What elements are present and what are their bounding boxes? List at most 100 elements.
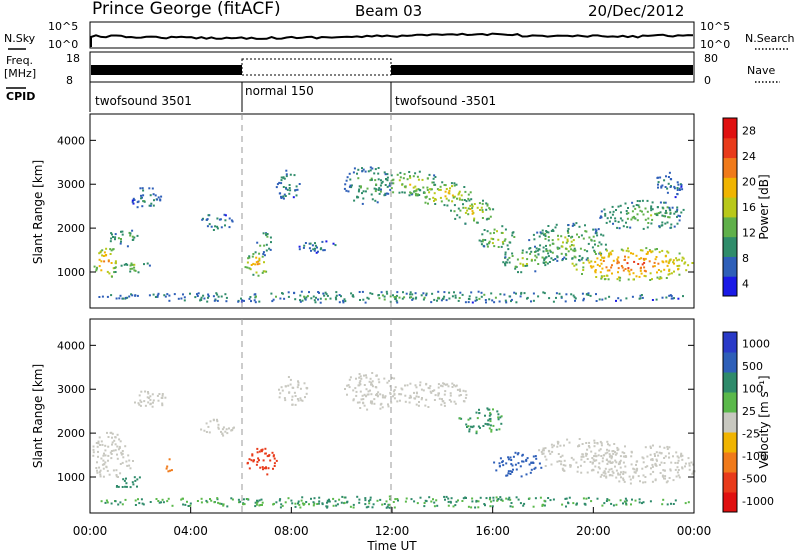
data-cell [662, 498, 665, 501]
data-cell [131, 235, 134, 238]
data-cell [217, 423, 220, 426]
data-cell [433, 389, 436, 392]
data-cell [152, 293, 155, 296]
data-cell [491, 299, 494, 302]
data-cell [543, 499, 546, 502]
data-cell [525, 473, 528, 476]
data-cell [617, 297, 620, 300]
data-cell [448, 399, 451, 401]
data-cell [205, 431, 208, 433]
data-cell [371, 383, 374, 386]
data-cell [451, 200, 454, 203]
data-cell [475, 411, 478, 414]
data-cell [441, 297, 444, 300]
data-cell [564, 247, 567, 250]
data-cell [222, 504, 225, 507]
data-cell [291, 398, 294, 401]
data-cell [642, 227, 645, 230]
colorbar-swatch [723, 137, 737, 159]
data-cell [296, 386, 299, 389]
data-cell [478, 412, 481, 414]
data-cell [597, 454, 600, 457]
data-cell [415, 194, 417, 197]
data-cell [627, 212, 630, 215]
data-cell [542, 449, 545, 452]
data-cell [600, 444, 603, 447]
data-cell [664, 222, 667, 225]
data-cell [401, 183, 404, 186]
data-cell [409, 394, 412, 397]
data-cell [669, 294, 672, 297]
data-cell [488, 418, 491, 421]
data-cell [232, 427, 235, 430]
data-cell [458, 197, 461, 200]
data-cell [471, 205, 474, 208]
data-cell [166, 500, 169, 503]
data-cell [641, 199, 644, 202]
data-cell [545, 244, 547, 247]
data-cell [257, 457, 260, 460]
data-cell [132, 483, 135, 486]
data-cell [252, 460, 255, 463]
data-cell [660, 186, 663, 189]
data-cell [260, 450, 263, 453]
data-cell [419, 384, 422, 387]
data-cell [389, 393, 392, 395]
data-cell [302, 246, 305, 249]
data-cell [515, 301, 518, 304]
data-cell [459, 390, 462, 393]
data-cell [157, 292, 160, 295]
data-cell [467, 425, 470, 428]
data-cell [535, 256, 538, 259]
data-cell [308, 503, 310, 506]
data-cell [595, 300, 598, 302]
data-cell [596, 257, 599, 260]
data-cell [615, 299, 617, 302]
data-cell [521, 257, 524, 260]
data-cell [581, 273, 583, 275]
data-cell [458, 394, 461, 397]
data-cell [528, 497, 531, 500]
data-cell [283, 397, 286, 400]
data-cell [621, 219, 624, 222]
data-cell [485, 497, 488, 500]
data-cell [619, 499, 622, 502]
data-cell [214, 225, 217, 228]
data-cell [565, 293, 568, 296]
data-cell [633, 468, 636, 471]
data-cell [674, 210, 677, 213]
data-cell [437, 386, 440, 389]
data-cell [570, 248, 573, 251]
data-cell [376, 201, 379, 204]
data-cell [242, 498, 245, 501]
data-cell [537, 295, 540, 298]
data-cell [575, 222, 578, 225]
data-cell [542, 447, 545, 450]
data-cell [359, 186, 362, 189]
data-cell [534, 466, 537, 469]
data-cell [316, 246, 318, 249]
data-cell [610, 502, 613, 505]
data-cell [312, 504, 315, 507]
data-cell [463, 186, 466, 188]
data-cell [131, 229, 134, 232]
data-cell [544, 261, 547, 264]
data-cell [371, 372, 374, 374]
data-cell [437, 290, 440, 293]
data-cell [452, 505, 455, 508]
data-cell [607, 278, 610, 281]
data-cell [504, 262, 506, 265]
data-cell [612, 452, 615, 455]
data-cell [674, 461, 677, 464]
data-cell [247, 257, 250, 260]
data-cell [443, 404, 446, 407]
data-cell [421, 178, 424, 181]
data-cell [637, 263, 640, 265]
colorbar-tick-label: 25 [742, 405, 756, 418]
data-cell [464, 390, 467, 393]
data-cell [92, 451, 95, 454]
data-cell [632, 252, 635, 255]
data-cell [258, 459, 260, 462]
data-cell [546, 249, 549, 252]
data-cell [433, 174, 436, 177]
